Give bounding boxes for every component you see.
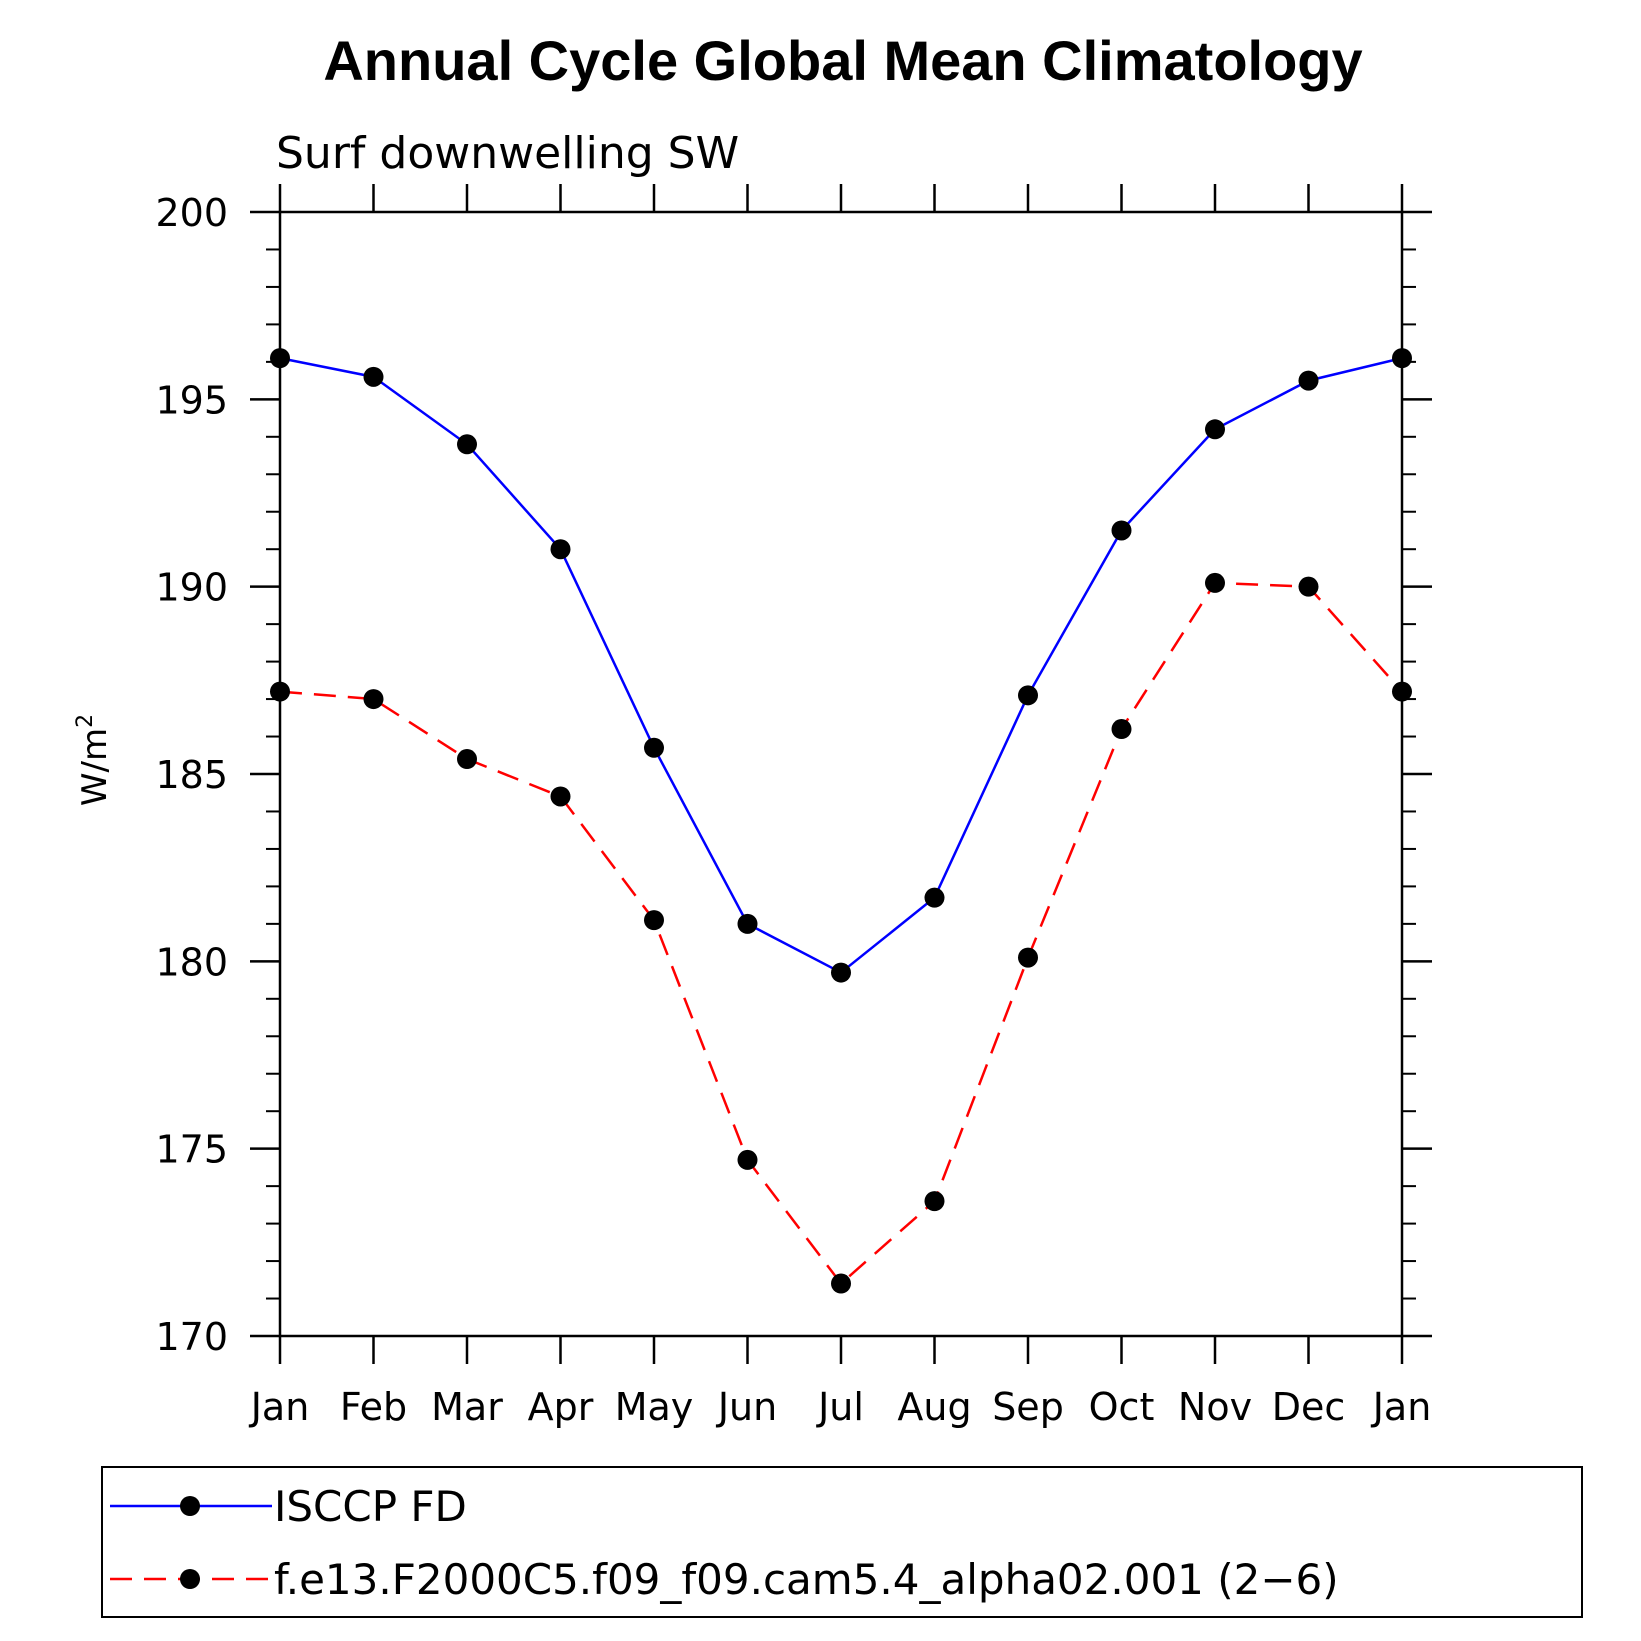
x-tick-label: Sep — [992, 1385, 1064, 1429]
series-1-point — [1111, 520, 1132, 541]
series-2-point — [1298, 576, 1319, 597]
ticks-layer: Jan Feb Mar Apr May Jun Jul Aug Sep Oct Nov Dec Jan 1… — [155, 184, 1432, 1429]
series-2-point — [644, 910, 664, 931]
series-2-point — [1205, 572, 1225, 593]
series-2-point — [550, 786, 571, 807]
x-tick-label: Mar — [431, 1385, 503, 1429]
chart-subtitle: Surf downwelling SW — [276, 128, 739, 179]
series-2-point — [924, 1191, 945, 1212]
x-tick-label: Jun — [716, 1385, 777, 1429]
series-1-point — [924, 887, 945, 908]
series-1-point — [1205, 419, 1225, 440]
legend-marker-2 — [180, 1569, 200, 1589]
y-axis-label: W/m2 — [73, 714, 115, 806]
x-tick-label: Jan — [1371, 1385, 1432, 1429]
series-1-point — [550, 539, 571, 560]
legend-label-1: ISCCP FD — [274, 1482, 467, 1531]
series-2-point — [831, 1273, 851, 1294]
x-tick-label: Dec — [1272, 1385, 1346, 1429]
legend-marker-1 — [180, 1496, 200, 1516]
y-tick-label: 185 — [155, 753, 228, 797]
legend: ISCCP FD f.e13.F2000C5.f09_f09.cam5.4_alp… — [110, 1482, 1339, 1604]
y-tick-label: 175 — [155, 1128, 228, 1172]
y-axis-label-superscript: 2 — [73, 714, 98, 728]
series-1-point — [457, 434, 477, 455]
x-tick-label: May — [615, 1385, 694, 1429]
series-1-point — [270, 348, 290, 369]
series-layer — [270, 348, 1412, 1294]
series-2-point — [457, 749, 477, 770]
series-1-point — [831, 962, 851, 983]
y-axis-label-text: W/m — [75, 728, 115, 806]
series-2-point — [1111, 719, 1132, 740]
chart-title: Annual Cycle Global Mean Climatology — [323, 29, 1362, 92]
series-2-point — [270, 681, 290, 702]
x-tick-label: Aug — [897, 1385, 971, 1429]
x-tick-label: Jul — [816, 1385, 864, 1429]
series-2-point — [1392, 681, 1412, 702]
x-tick-label: Oct — [1089, 1385, 1155, 1429]
series-1-point — [737, 913, 758, 934]
series-1-point — [644, 737, 664, 758]
x-tick-label: Apr — [528, 1385, 594, 1429]
series-2-point — [363, 689, 384, 710]
series-2-point — [1018, 947, 1038, 968]
y-tick-label: 200 — [155, 191, 228, 235]
x-tick-label: Nov — [1178, 1385, 1252, 1429]
legend-label-2: f.e13.F2000C5.f09_f09.cam5.4_alpha02.001… — [274, 1555, 1339, 1604]
series-1-point — [1392, 348, 1412, 369]
series-line-1 — [279, 356, 1403, 975]
series-2-point — [737, 1149, 758, 1170]
svg-text:W/m2: W/m2 — [73, 714, 115, 806]
y-tick-label: 190 — [155, 566, 228, 610]
y-tick-label: 195 — [155, 378, 228, 422]
series-1-point — [363, 366, 384, 387]
series-1-point — [1298, 370, 1319, 391]
x-tick-label: Jan — [249, 1385, 310, 1429]
y-tick-label: 170 — [155, 1315, 228, 1359]
plot-frame — [278, 210, 1404, 1338]
y-tick-label: 180 — [155, 940, 228, 984]
series-line-2 — [279, 581, 1403, 1286]
legend-box — [101, 1466, 1583, 1618]
x-tick-label: Feb — [340, 1385, 407, 1429]
series-1-point — [1018, 685, 1038, 706]
